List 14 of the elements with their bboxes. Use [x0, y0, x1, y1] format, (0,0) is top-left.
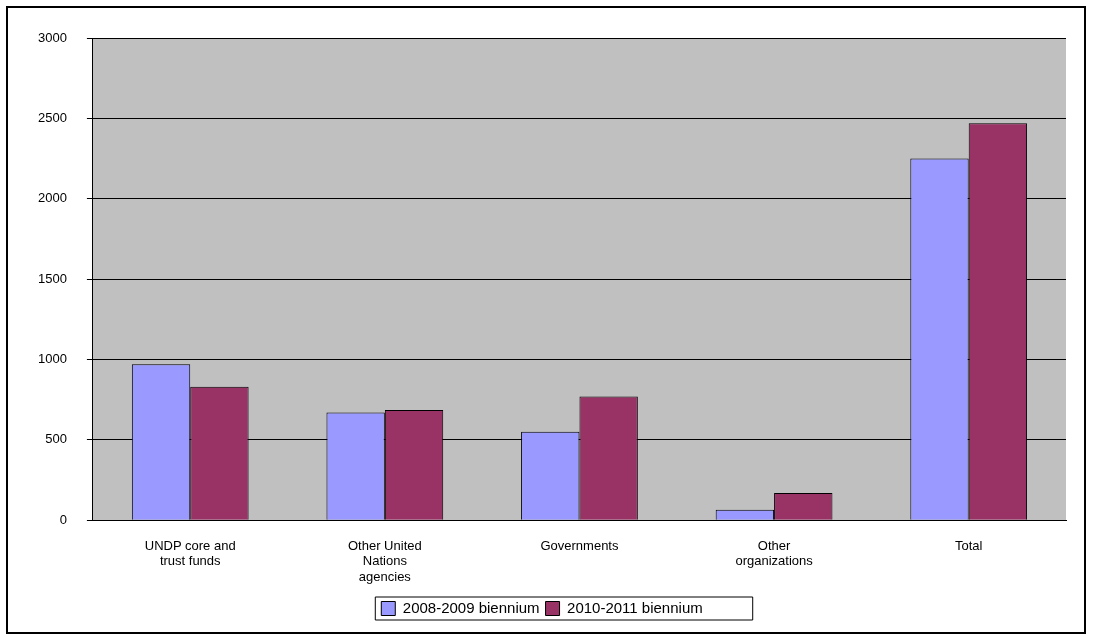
y-tick-label: 500 [45, 431, 67, 447]
legend-label: 2010-2011 biennium [567, 598, 703, 616]
x-tick-label: Governments [540, 537, 619, 553]
x-tick-label: Total [954, 537, 983, 553]
y-tick-label: 1000 [38, 351, 67, 367]
legend-label: 2008-2009 biennium [402, 598, 540, 616]
y-tick-label: 0 [59, 511, 67, 527]
y-tick-label: 3000 [38, 29, 67, 45]
y-tick-label: 2500 [38, 109, 67, 125]
x-tick-label: Other organizations [735, 537, 814, 569]
y-tick-label: 1500 [38, 270, 67, 286]
x-tick-label: UNDP core and trust funds [144, 537, 236, 569]
x-tick-label: Other United Nations agencies [347, 537, 422, 584]
y-tick-label: 2000 [38, 190, 67, 206]
